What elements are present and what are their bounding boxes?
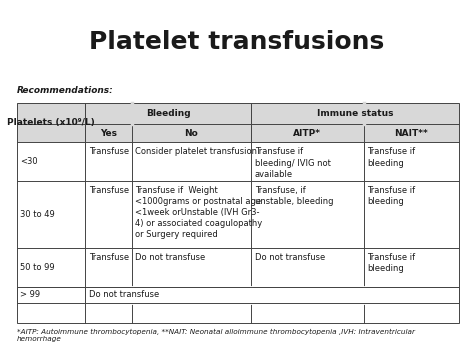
Text: 50 to 99: 50 to 99 — [20, 263, 55, 272]
Text: Transfuse if  Weight
<1000grams or postnatal age
<1week orUnstable (IVH Gr3-
4) : Transfuse if Weight <1000grams or postna… — [136, 186, 263, 239]
Text: <30: <30 — [20, 157, 38, 166]
Text: Platelet transfusions: Platelet transfusions — [90, 30, 384, 54]
Text: Transfuse if
bleeding: Transfuse if bleeding — [367, 186, 416, 206]
Bar — [17, 124, 459, 142]
Text: Transfuse, if
unstable, bleeding: Transfuse, if unstable, bleeding — [255, 186, 333, 206]
Text: > 99: > 99 — [20, 290, 40, 299]
Text: No: No — [184, 129, 198, 138]
Text: Transfuse if
bleeding/ IVIG not
available: Transfuse if bleeding/ IVIG not availabl… — [255, 147, 331, 179]
Text: Bleeding: Bleeding — [146, 109, 191, 118]
Bar — [17, 103, 459, 124]
Text: AITP*: AITP* — [293, 129, 321, 138]
Text: Recommendations:: Recommendations: — [17, 86, 113, 95]
Text: Do not transfuse: Do not transfuse — [136, 253, 206, 262]
Text: Transfuse: Transfuse — [89, 253, 129, 262]
Text: Transfuse: Transfuse — [89, 147, 129, 157]
Text: Transfuse: Transfuse — [89, 186, 129, 195]
Text: Transfuse if
bleeding: Transfuse if bleeding — [367, 253, 416, 273]
Text: NAIT**: NAIT** — [394, 129, 428, 138]
Bar — [17, 103, 459, 323]
Text: Do not transfuse: Do not transfuse — [255, 253, 325, 262]
Text: Transfuse if
bleeding: Transfuse if bleeding — [367, 147, 416, 168]
Text: Yes: Yes — [100, 129, 117, 138]
Text: 30 to 49: 30 to 49 — [20, 210, 55, 219]
Text: Do not transfuse: Do not transfuse — [89, 290, 159, 299]
Text: *AITP: Autoimmune thrombocytopenia, **NAIT: Neonatal alloimmune thrombocytopenia: *AITP: Autoimmune thrombocytopenia, **NA… — [17, 328, 415, 342]
Text: Platelets (x10⁹/L): Platelets (x10⁹/L) — [7, 118, 95, 127]
Text: Immune status: Immune status — [317, 109, 393, 118]
Text: Consider platelet transfusion: Consider platelet transfusion — [136, 147, 257, 157]
